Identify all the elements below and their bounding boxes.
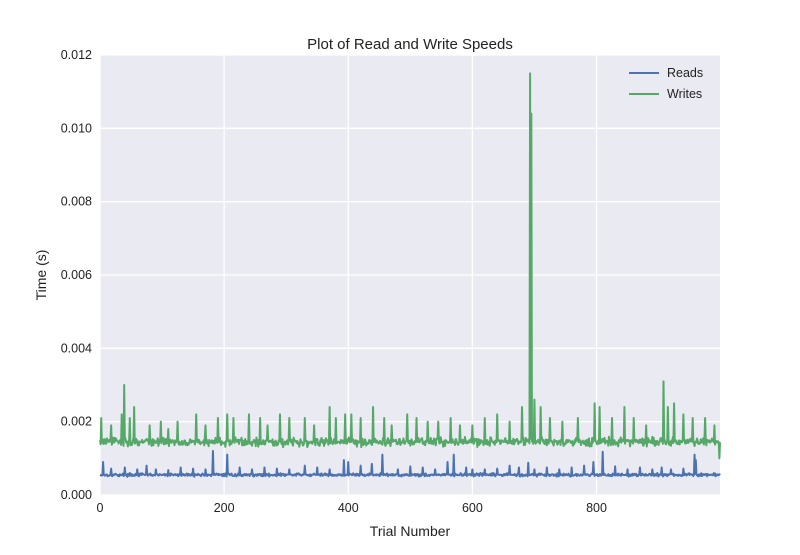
tick-labels: 0 200 400 600 800 0.000 0.002 0.004 0.006 0.008 0.… [61, 48, 607, 515]
x-axis-label: Trial Number [370, 523, 451, 539]
y-tick-label: 0.010 [61, 121, 92, 135]
x-tick-label: 800 [586, 501, 607, 515]
y-tick-label: 0.002 [61, 415, 92, 429]
y-tick-label: 0.006 [61, 268, 92, 282]
series-layer [99, 72, 721, 478]
series-line-reads [99, 450, 721, 478]
series-line-writes [99, 72, 721, 460]
y-axis-label: Time (s) [33, 250, 49, 301]
y-tick-label: 0.000 [61, 488, 92, 502]
grid-layer [99, 54, 720, 496]
legend-label-writes: Writes [667, 87, 702, 101]
x-tick-label: 400 [338, 501, 359, 515]
x-tick-label: 600 [462, 501, 483, 515]
x-tick-label: 200 [214, 501, 235, 515]
legend-label-reads: Reads [667, 66, 703, 80]
y-tick-label: 0.008 [61, 195, 92, 209]
y-tick-label: 0.004 [61, 341, 92, 355]
chart-title: Plot of Read and Write Speeds [307, 36, 513, 53]
legend: Reads Writes [629, 66, 703, 101]
x-tick-label: 0 [97, 501, 104, 515]
y-tick-label: 0.012 [61, 48, 92, 62]
